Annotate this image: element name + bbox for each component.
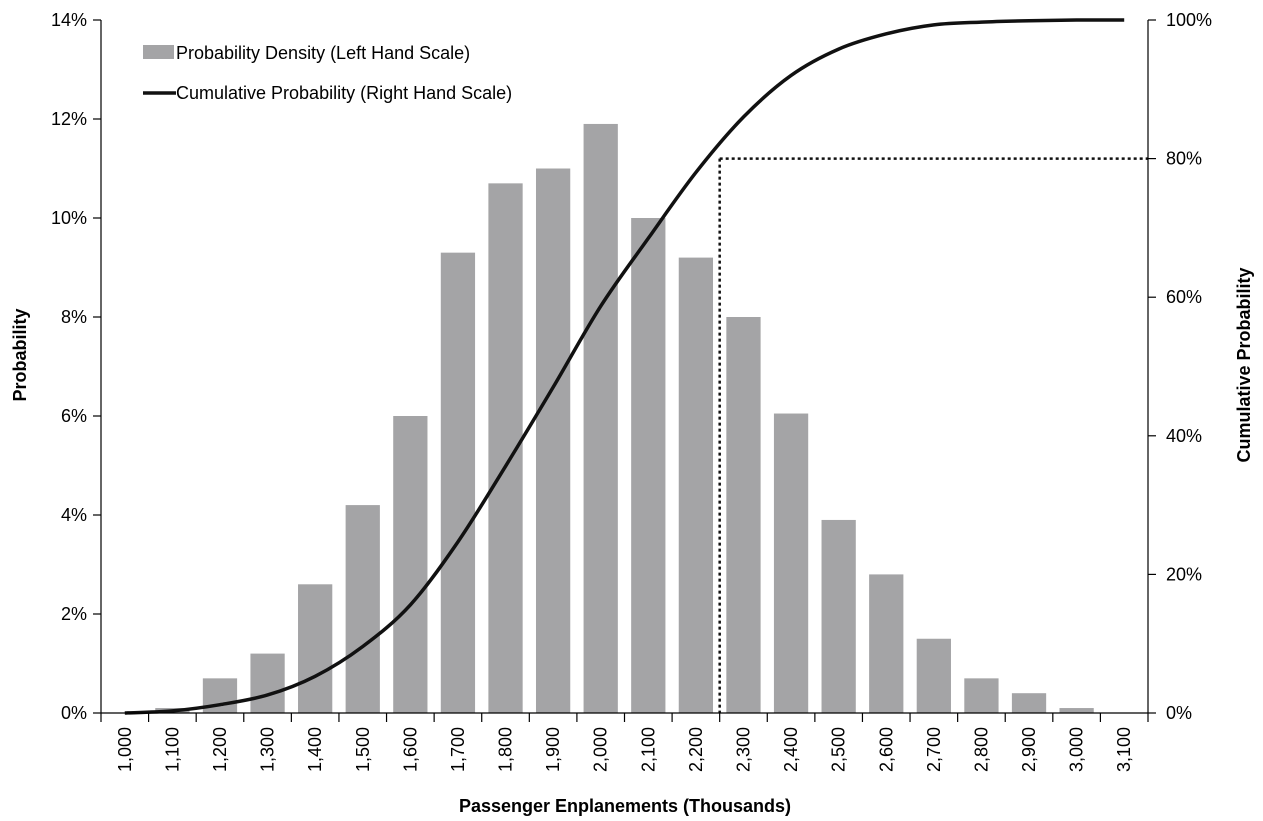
x-tick-label: 3,000 xyxy=(1067,727,1087,772)
x-tick-label: 2,500 xyxy=(829,727,849,772)
y2-tick-label: 100% xyxy=(1166,10,1212,30)
bar xyxy=(535,168,571,713)
x-tick-label: 2,600 xyxy=(876,727,896,772)
bar-series xyxy=(155,123,1094,714)
x-tick-label: 2,200 xyxy=(686,727,706,772)
x-tick-label: 2,700 xyxy=(924,727,944,772)
x-tick-label: 2,100 xyxy=(638,727,658,772)
x-tick-label: 1,700 xyxy=(448,727,468,772)
bar xyxy=(869,574,904,713)
y-axis-title: Probability xyxy=(10,308,30,401)
x-axis-title: Passenger Enplanements (Thousands) xyxy=(459,796,791,816)
x-tick-label: 1,900 xyxy=(543,727,563,772)
bar xyxy=(678,257,714,713)
y-tick-label: 8% xyxy=(61,307,87,327)
bar xyxy=(726,317,761,713)
x-tick-label: 2,800 xyxy=(971,727,991,772)
bar xyxy=(298,584,333,713)
reference-lines xyxy=(718,157,1148,713)
x-tick-label: 1,300 xyxy=(258,727,278,772)
x-tick-label: 1,600 xyxy=(400,727,420,772)
x-tick-labels: 1,000 1,100 1,200 1,300 1,400 1,500 1,600 1,700… xyxy=(115,727,1134,772)
bar xyxy=(393,416,428,713)
x-tick-label: 2,000 xyxy=(591,727,611,772)
y2-tick-label: 20% xyxy=(1166,564,1202,584)
bar xyxy=(1059,708,1094,713)
y-tick-label: 2% xyxy=(61,604,87,624)
x-tick-label: 3,100 xyxy=(1114,727,1134,772)
legend: Probability Density (Left Hand Scale) Cu… xyxy=(143,43,512,103)
bar xyxy=(345,505,380,713)
y2-axis-title: Cumulative Probability xyxy=(1234,267,1254,462)
y-tick-label: 6% xyxy=(61,406,87,426)
legend-label-bars: Probability Density (Left Hand Scale) xyxy=(176,43,470,63)
bar xyxy=(631,218,666,713)
y2-tick-label: 40% xyxy=(1166,426,1202,446)
y-tick-label: 12% xyxy=(51,109,87,129)
bar xyxy=(773,413,809,713)
y2-tick-label: 80% xyxy=(1166,149,1202,169)
x-tick-label: 2,400 xyxy=(781,727,801,772)
y-tick-label: 14% xyxy=(51,10,87,30)
y-tick-label: 0% xyxy=(61,703,87,723)
x-tick-label: 1,400 xyxy=(305,727,325,772)
y-tick-label: 4% xyxy=(61,505,87,525)
cumulative-line xyxy=(124,18,1125,715)
legend-label-line: Cumulative Probability (Right Hand Scale… xyxy=(176,83,512,103)
y-tick-label: 10% xyxy=(51,208,87,228)
bar xyxy=(250,653,285,713)
x-tick-label: 1,100 xyxy=(162,727,182,772)
x-tick-label: 1,000 xyxy=(115,727,135,772)
legend-swatch-bars xyxy=(143,45,174,59)
y2-tick-labels: 0% 20% 40% 60% 80% 100% xyxy=(1166,10,1212,723)
y2-tick-label: 0% xyxy=(1166,703,1192,723)
x-tick-label: 1,800 xyxy=(496,727,516,772)
bar xyxy=(916,638,951,713)
x-tick-label: 2,300 xyxy=(733,727,753,772)
bar xyxy=(964,678,999,713)
bar xyxy=(1011,693,1047,713)
y2-tick-label: 60% xyxy=(1166,287,1202,307)
y-tick-labels: 0% 2% 4% 6% 8% 10% 12% 14% xyxy=(51,10,87,723)
cumulative-series xyxy=(124,18,1125,715)
bar xyxy=(821,519,856,713)
x-tick-label: 1,500 xyxy=(353,727,373,772)
axes xyxy=(93,19,1156,722)
x-tick-label: 1,200 xyxy=(210,727,230,772)
bar xyxy=(440,252,476,713)
bar xyxy=(583,123,618,713)
x-tick-label: 2,900 xyxy=(1019,727,1039,772)
